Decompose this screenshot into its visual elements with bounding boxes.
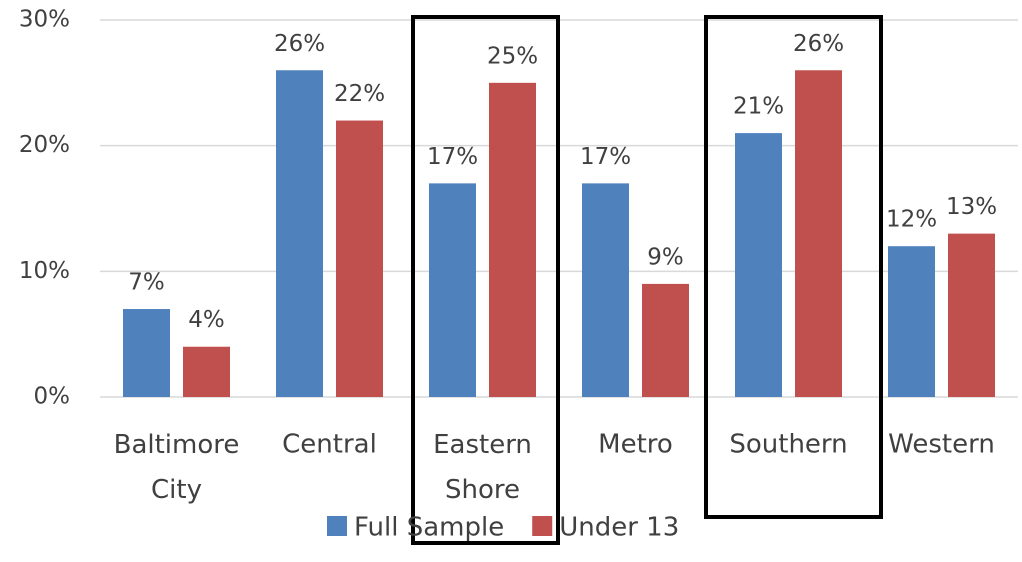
x-tick-label: Metro: [598, 430, 673, 460]
value-label: 26%: [793, 31, 844, 57]
y-tick-label: 10%: [19, 258, 70, 284]
highlight-box: [704, 15, 883, 519]
legend-label: Under 13: [559, 513, 679, 543]
value-label: 17%: [580, 144, 631, 170]
x-tick-label: Western: [888, 430, 995, 460]
bar: [336, 120, 383, 398]
x-tick-label: Southern: [729, 430, 847, 460]
legend: Full Sample Under 13: [327, 513, 679, 543]
y-tick-label: 20%: [19, 132, 70, 158]
x-tick-label: Baltimore City: [114, 430, 240, 505]
x-tick-label: Central: [282, 430, 377, 460]
bar: [429, 183, 476, 397]
value-label: 26%: [274, 31, 325, 57]
bar: [123, 309, 170, 397]
value-label: 21%: [733, 94, 784, 120]
bar: [948, 233, 995, 397]
bar: [582, 183, 629, 397]
y-tick-label: 30%: [19, 7, 70, 33]
bar: [276, 70, 323, 398]
plot: Baltimore City 7% 4% Central 26% 22% Eastern Sho…: [114, 31, 997, 505]
value-label: 7%: [128, 270, 165, 296]
value-label: 12%: [886, 207, 937, 233]
highlight-box: [411, 15, 560, 545]
value-label: 9%: [647, 244, 684, 270]
bar: [795, 70, 842, 398]
value-label: 4%: [188, 307, 225, 333]
value-label: 17%: [427, 144, 478, 170]
bar: [888, 246, 935, 397]
legend-swatch: [532, 516, 553, 536]
bar: [489, 82, 536, 397]
bar: [735, 133, 782, 397]
legend-swatch: [327, 516, 347, 536]
bar: [183, 346, 230, 397]
value-label: 25%: [487, 43, 538, 69]
legend-label: Full Sample: [354, 513, 504, 543]
grid: 0% 10% 20% 30%: [19, 7, 1018, 410]
value-label: 22%: [334, 81, 385, 107]
bar: [642, 283, 689, 397]
x-tick-label: Eastern Shore: [433, 430, 532, 505]
y-tick-label: 0%: [34, 384, 71, 410]
value-label: 13%: [946, 194, 997, 220]
